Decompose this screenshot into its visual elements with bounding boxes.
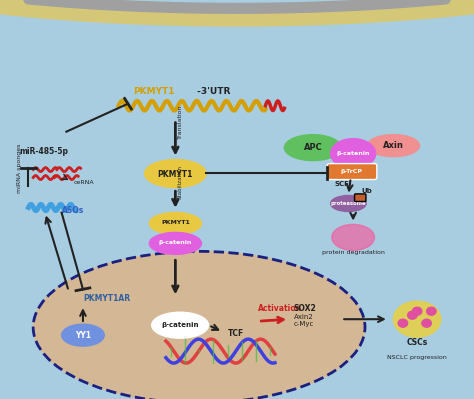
- Ellipse shape: [33, 251, 365, 399]
- Text: Activation: Activation: [258, 304, 302, 313]
- Text: PKMYT1AR: PKMYT1AR: [83, 294, 130, 303]
- Circle shape: [422, 319, 431, 327]
- Text: TCF: TCF: [228, 329, 244, 338]
- Text: Axin: Axin: [383, 141, 404, 150]
- Text: ceRNA: ceRNA: [73, 180, 94, 185]
- Circle shape: [427, 307, 436, 315]
- Text: β-TrCP: β-TrCP: [341, 169, 363, 174]
- Circle shape: [398, 319, 408, 327]
- Text: Axin2: Axin2: [294, 314, 314, 320]
- Text: ASOs: ASOs: [62, 206, 84, 215]
- Text: SOX2: SOX2: [294, 304, 317, 313]
- Text: β-catenin: β-catenin: [337, 151, 370, 156]
- Text: NSCLC progression: NSCLC progression: [387, 355, 447, 360]
- Text: miR-485-5p: miR-485-5p: [19, 146, 68, 156]
- Text: miRNA sponges: miRNA sponges: [17, 143, 22, 193]
- Text: β-catenin: β-catenin: [159, 240, 192, 245]
- Text: PKMYT1: PKMYT1: [133, 87, 174, 96]
- Ellipse shape: [367, 134, 419, 156]
- Text: CSCs: CSCs: [407, 338, 428, 347]
- Ellipse shape: [152, 312, 209, 338]
- Text: c-Myc: c-Myc: [294, 321, 314, 327]
- Ellipse shape: [332, 224, 374, 251]
- Ellipse shape: [331, 139, 375, 169]
- Ellipse shape: [393, 301, 441, 337]
- Circle shape: [408, 311, 417, 319]
- Text: proteasome: proteasome: [330, 201, 366, 206]
- Text: PKMYT1: PKMYT1: [161, 220, 190, 225]
- Text: PKMYT1: PKMYT1: [158, 170, 193, 179]
- FancyBboxPatch shape: [355, 194, 366, 201]
- Text: APC: APC: [303, 143, 322, 152]
- Ellipse shape: [149, 212, 201, 235]
- Text: SCF: SCF: [334, 180, 349, 187]
- Text: protein degradation: protein degradation: [322, 250, 384, 255]
- Text: Ub: Ub: [361, 188, 372, 194]
- Text: β-catenin: β-catenin: [161, 322, 199, 328]
- Ellipse shape: [62, 324, 104, 346]
- Ellipse shape: [149, 232, 201, 255]
- Text: -3'UTR: -3'UTR: [194, 87, 231, 96]
- FancyBboxPatch shape: [327, 164, 377, 180]
- Circle shape: [412, 307, 422, 315]
- Text: Translation: Translation: [178, 104, 183, 139]
- Text: Stabilization: Stabilization: [178, 164, 183, 199]
- Ellipse shape: [145, 160, 206, 188]
- Text: YY1: YY1: [75, 331, 91, 340]
- Ellipse shape: [284, 135, 341, 161]
- Ellipse shape: [331, 196, 366, 211]
